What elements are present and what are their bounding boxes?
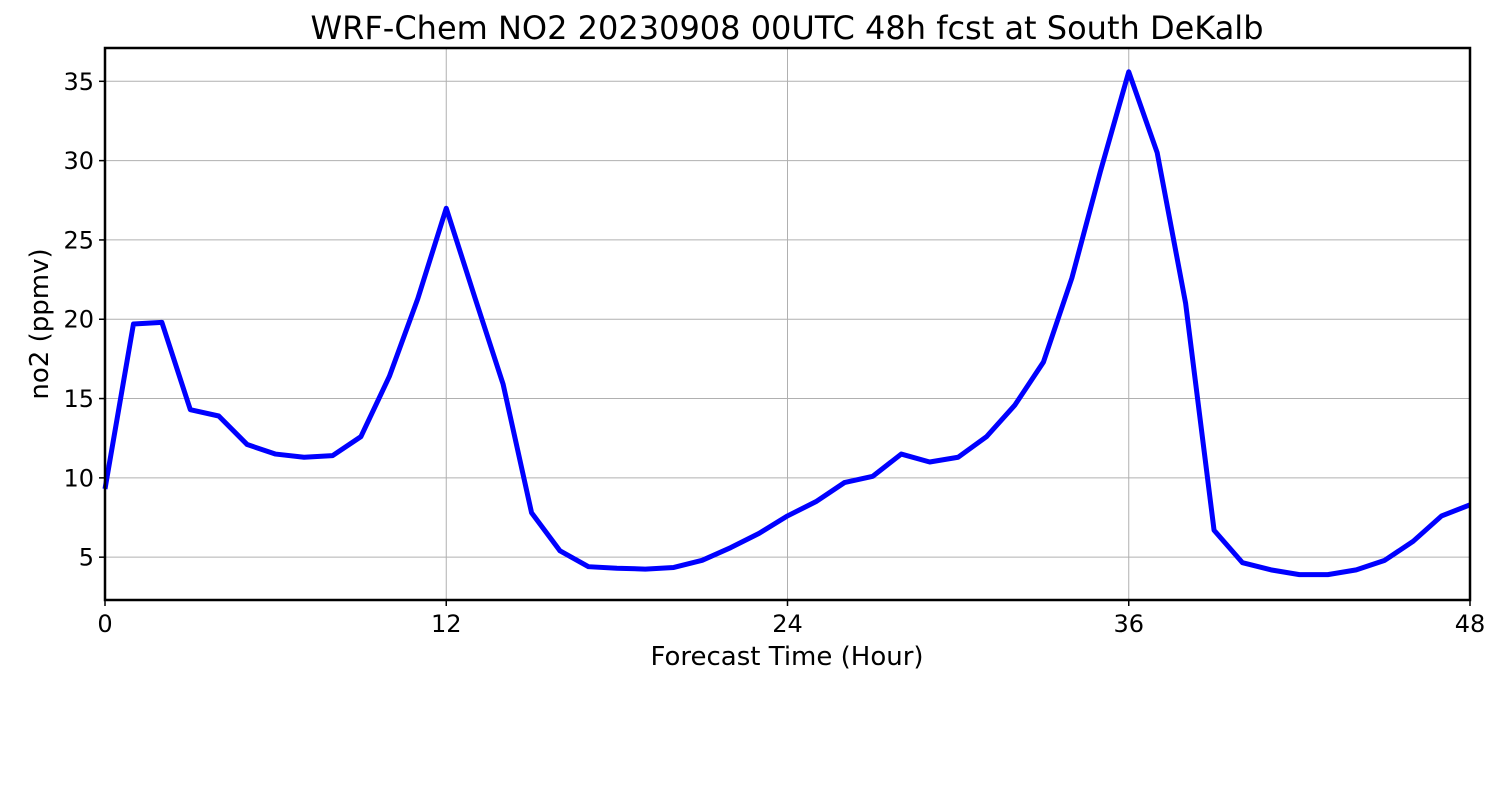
x-tick-label: 12	[431, 610, 462, 638]
x-axis-label: Forecast Time (Hour)	[650, 642, 923, 672]
grid-lines	[105, 48, 1470, 600]
series-line	[102, 69, 1471, 578]
x-tick-label: 24	[772, 610, 803, 638]
y-tick-label: 35	[63, 68, 94, 96]
chart-title: WRF-Chem NO2 20230908 00UTC 48h fcst at …	[311, 9, 1264, 47]
x-tick-label: 48	[1455, 610, 1486, 638]
x-tick-label: 36	[1113, 610, 1144, 638]
y-axis-ticks: 5 10 15 20 25 30 35	[63, 68, 105, 572]
series-layer	[102, 69, 1471, 578]
y-tick-label: 5	[79, 544, 94, 572]
x-axis-ticks: 0 12 24 36 48	[97, 600, 1485, 638]
y-tick-label: 25	[63, 226, 94, 254]
x-tick-label: 0	[97, 610, 112, 638]
y-axis-label: no2 (ppmv)	[25, 248, 55, 399]
y-tick-label: 30	[63, 147, 94, 175]
y-tick-label: 15	[63, 385, 94, 413]
y-tick-label: 10	[63, 464, 94, 492]
y-tick-label: 20	[63, 306, 94, 334]
